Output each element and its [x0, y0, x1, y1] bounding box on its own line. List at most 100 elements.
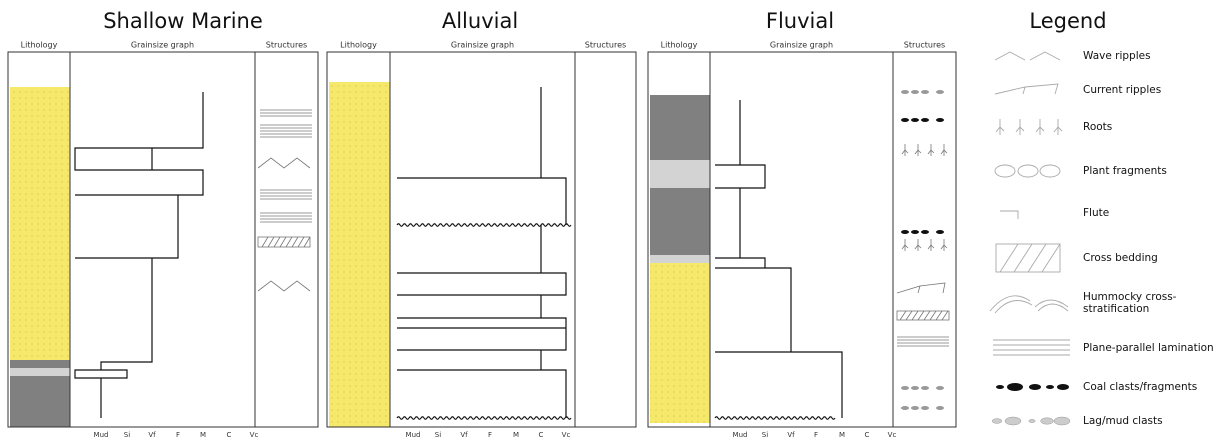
root: [928, 144, 934, 156]
root: [902, 144, 908, 156]
root: [941, 144, 947, 156]
legend-icon: [1036, 119, 1044, 135]
grainsize-label: F: [176, 431, 180, 439]
legend-icon: [996, 119, 1004, 135]
legend-icon: [1041, 418, 1054, 424]
cross-bedding: [258, 237, 310, 247]
cross-bedding: [930, 311, 936, 320]
wave-ripple: [258, 158, 310, 168]
lithology-bed: [650, 188, 710, 255]
legend-label: Plane-parallel lamination: [1083, 342, 1214, 354]
legend-icon: [1054, 417, 1070, 425]
column-header: Structures: [266, 41, 307, 50]
grainsize-label: C: [539, 431, 544, 439]
cross-bedding: [304, 237, 310, 247]
legend-icon: [1028, 244, 1046, 272]
clast: [936, 386, 944, 390]
clast: [936, 90, 944, 94]
clast: [911, 386, 919, 390]
clast: [911, 118, 919, 122]
erosive-base: [397, 417, 571, 420]
legend-icon: [1005, 417, 1021, 425]
legend-title: Legend: [1029, 9, 1106, 33]
clast: [911, 230, 919, 234]
column-header: Grainsize graph: [451, 41, 514, 50]
lithology-bed: [10, 87, 70, 360]
legend-icon: [996, 244, 1060, 272]
legend-icon: [992, 419, 1002, 424]
root: [915, 144, 921, 156]
diagram: Shallow MarineLithologyGrainsize graphSt…: [0, 0, 1220, 441]
column-header: Lithology: [340, 41, 377, 50]
legend-icon: [1057, 384, 1069, 390]
grainsize-label: M: [839, 431, 845, 439]
legend-icon: [1018, 165, 1038, 177]
grainsize-label: F: [814, 431, 818, 439]
lithology-bed: [650, 160, 710, 188]
clast: [911, 406, 919, 410]
legend-icon: [1014, 244, 1032, 272]
root: [915, 239, 921, 251]
clast: [921, 118, 929, 122]
root: [941, 239, 947, 251]
cross-bedding: [924, 311, 930, 320]
clast: [921, 406, 929, 410]
cross-bedding: [268, 237, 274, 247]
clast: [936, 406, 944, 410]
legend-icon: [1029, 384, 1041, 390]
grainsize-label: Mud: [733, 431, 748, 439]
legend-label: stratification: [1083, 303, 1149, 315]
legend-label: Wave ripples: [1083, 50, 1151, 62]
current-ripple: [897, 283, 945, 293]
column-header: Lithology: [21, 41, 58, 50]
erosive-base: [715, 417, 835, 420]
cross-bedding: [918, 311, 924, 320]
cross-bedding: [280, 237, 286, 247]
legend-icon: [1000, 244, 1018, 272]
wave-ripple: [258, 281, 310, 291]
cross-bedding: [286, 237, 292, 247]
root: [902, 239, 908, 251]
legend-icon: [1029, 419, 1035, 422]
legend-label: Plant fragments: [1083, 165, 1167, 177]
clast: [936, 230, 944, 234]
clast: [901, 118, 909, 122]
grainsize-log: [397, 87, 566, 418]
lithology-bed: [650, 263, 710, 423]
cross-bedding: [936, 311, 942, 320]
cross-bedding: [262, 237, 268, 247]
grainsize-label: Vc: [562, 431, 571, 439]
column-header: Structures: [904, 41, 945, 50]
grainsize-log: [75, 92, 203, 418]
grainsize-label: C: [865, 431, 870, 439]
column-header: Structures: [585, 41, 626, 50]
grainsize-label: F: [488, 431, 492, 439]
column-header: Grainsize graph: [770, 41, 833, 50]
grainsize-label: Vc: [888, 431, 897, 439]
grainsize-label: Mud: [406, 431, 421, 439]
grainsize-label: M: [200, 431, 206, 439]
cross-bedding: [900, 311, 906, 320]
lithology-bed: [650, 255, 710, 263]
clast: [921, 90, 929, 94]
cross-bedding: [298, 237, 304, 247]
grainsize-label: Vf: [148, 431, 156, 439]
root: [928, 239, 934, 251]
clast: [936, 118, 944, 122]
legend-icon: [995, 84, 1058, 94]
clast: [911, 90, 919, 94]
erosive-base: [397, 224, 571, 227]
panel-title: Fluvial: [766, 9, 834, 33]
cross-bedding: [942, 311, 948, 320]
grainsize-label: Vf: [787, 431, 795, 439]
column-header: Lithology: [661, 41, 698, 50]
lithology-bed: [329, 82, 390, 427]
lithology-bed: [10, 360, 70, 368]
legend-icon: [1040, 165, 1060, 177]
legend-icon: [990, 296, 1068, 313]
grainsize-label: Mud: [94, 431, 109, 439]
grainsize-label: C: [227, 431, 232, 439]
cross-bedding: [292, 237, 298, 247]
legend-label: Roots: [1083, 121, 1112, 133]
column-header: Grainsize graph: [131, 41, 194, 50]
